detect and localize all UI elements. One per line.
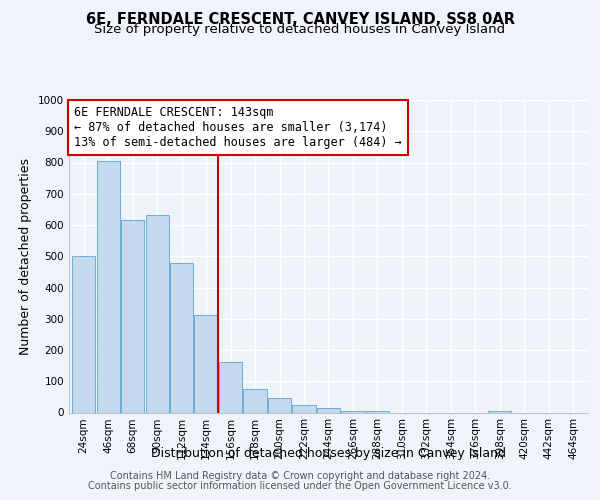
Bar [268, 398, 291, 412]
Y-axis label: Number of detached properties: Number of detached properties [19, 158, 32, 355]
Bar [97, 160, 120, 412]
Bar [72, 256, 95, 412]
Bar [341, 411, 365, 412]
Bar [219, 362, 242, 412]
Text: 6E, FERNDALE CRESCENT, CANVEY ISLAND, SS8 0AR: 6E, FERNDALE CRESCENT, CANVEY ISLAND, SS… [86, 12, 515, 28]
Text: Size of property relative to detached houses in Canvey Island: Size of property relative to detached ho… [94, 24, 506, 36]
Bar [121, 220, 144, 412]
Bar [244, 389, 266, 412]
Text: Contains HM Land Registry data © Crown copyright and database right 2024.: Contains HM Land Registry data © Crown c… [110, 471, 490, 481]
Text: Distribution of detached houses by size in Canvey Island: Distribution of detached houses by size … [151, 448, 506, 460]
Bar [146, 214, 169, 412]
Bar [488, 411, 511, 412]
Bar [366, 411, 389, 412]
Bar [194, 316, 218, 412]
Bar [317, 408, 340, 412]
Bar [170, 263, 193, 412]
Bar [292, 404, 316, 412]
Text: 6E FERNDALE CRESCENT: 143sqm
← 87% of detached houses are smaller (3,174)
13% of: 6E FERNDALE CRESCENT: 143sqm ← 87% of de… [74, 106, 402, 149]
Text: Contains public sector information licensed under the Open Government Licence v3: Contains public sector information licen… [88, 481, 512, 491]
